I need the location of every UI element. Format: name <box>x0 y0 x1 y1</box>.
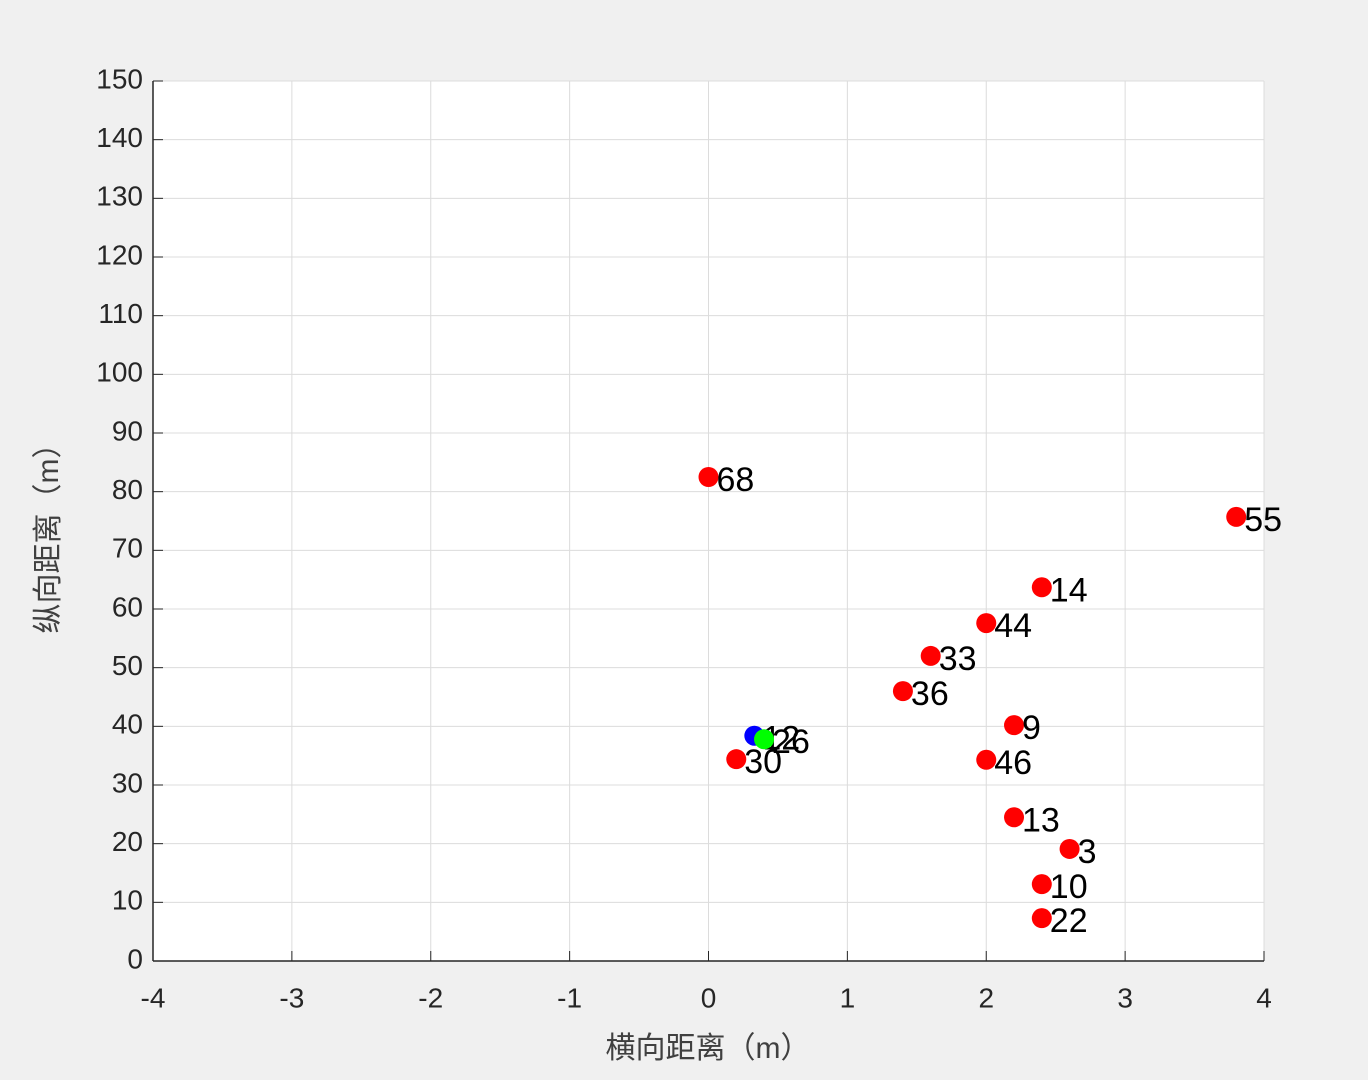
y-axis-label: 纵向距离（m） <box>32 429 65 634</box>
point <box>976 749 997 770</box>
x-axis-label: 横向距离（m） <box>606 1032 811 1065</box>
point-label: 13 <box>1022 801 1060 839</box>
point <box>920 645 941 666</box>
y-tick-label: 150 <box>96 63 143 94</box>
point <box>726 749 747 770</box>
y-tick-label: 40 <box>112 709 143 740</box>
point-label: 10 <box>1050 868 1088 906</box>
x-tick-label: 4 <box>1256 982 1272 1013</box>
point <box>1031 908 1052 929</box>
y-tick-label: 90 <box>112 415 143 446</box>
point <box>1031 874 1052 895</box>
point <box>1226 506 1247 527</box>
point <box>1004 715 1025 736</box>
point <box>976 613 997 634</box>
point-label: 22 <box>1050 902 1088 940</box>
point <box>892 681 913 702</box>
point <box>1004 807 1025 828</box>
y-tick-label: 140 <box>96 122 143 153</box>
point <box>754 729 775 750</box>
point-label: 44 <box>994 607 1032 645</box>
y-tick-label: 100 <box>96 357 143 388</box>
x-tick-label: -3 <box>279 982 304 1013</box>
point-label: 14 <box>1050 571 1088 609</box>
point <box>698 467 719 487</box>
point <box>1031 577 1052 598</box>
point-label: 9 <box>1022 709 1041 747</box>
y-tick-label: 80 <box>112 474 143 505</box>
y-tick-label: 120 <box>96 239 143 270</box>
x-tick-label: -1 <box>557 982 582 1013</box>
x-tick-label: 2 <box>978 982 994 1013</box>
x-tick-label: -4 <box>141 982 166 1013</box>
point-label: 26 <box>772 723 810 761</box>
point-label: 33 <box>939 640 977 678</box>
y-tick-label: 30 <box>112 767 143 798</box>
x-tick-label: -2 <box>418 982 443 1013</box>
y-tick-label: 130 <box>96 181 143 212</box>
point-label: 30 <box>744 743 782 781</box>
point-label: 68 <box>717 461 755 499</box>
y-tick-label: 60 <box>112 591 143 622</box>
y-tick-label: 70 <box>112 533 143 564</box>
y-tick-label: 50 <box>112 650 143 681</box>
y-tick-label: 10 <box>112 885 143 916</box>
point-label: 36 <box>911 675 949 713</box>
x-tick-label: 3 <box>1117 982 1133 1013</box>
x-tick-label: 1 <box>840 982 856 1013</box>
y-tick-label: 0 <box>127 943 143 974</box>
point-label: 3 <box>1078 833 1097 871</box>
point-label: 55 <box>1244 501 1282 539</box>
x-tick-label: 0 <box>701 982 717 1013</box>
point-label: 46 <box>994 744 1032 782</box>
y-tick-label: 20 <box>112 826 143 857</box>
y-tick-label: 110 <box>98 298 143 329</box>
point <box>1059 838 1080 859</box>
